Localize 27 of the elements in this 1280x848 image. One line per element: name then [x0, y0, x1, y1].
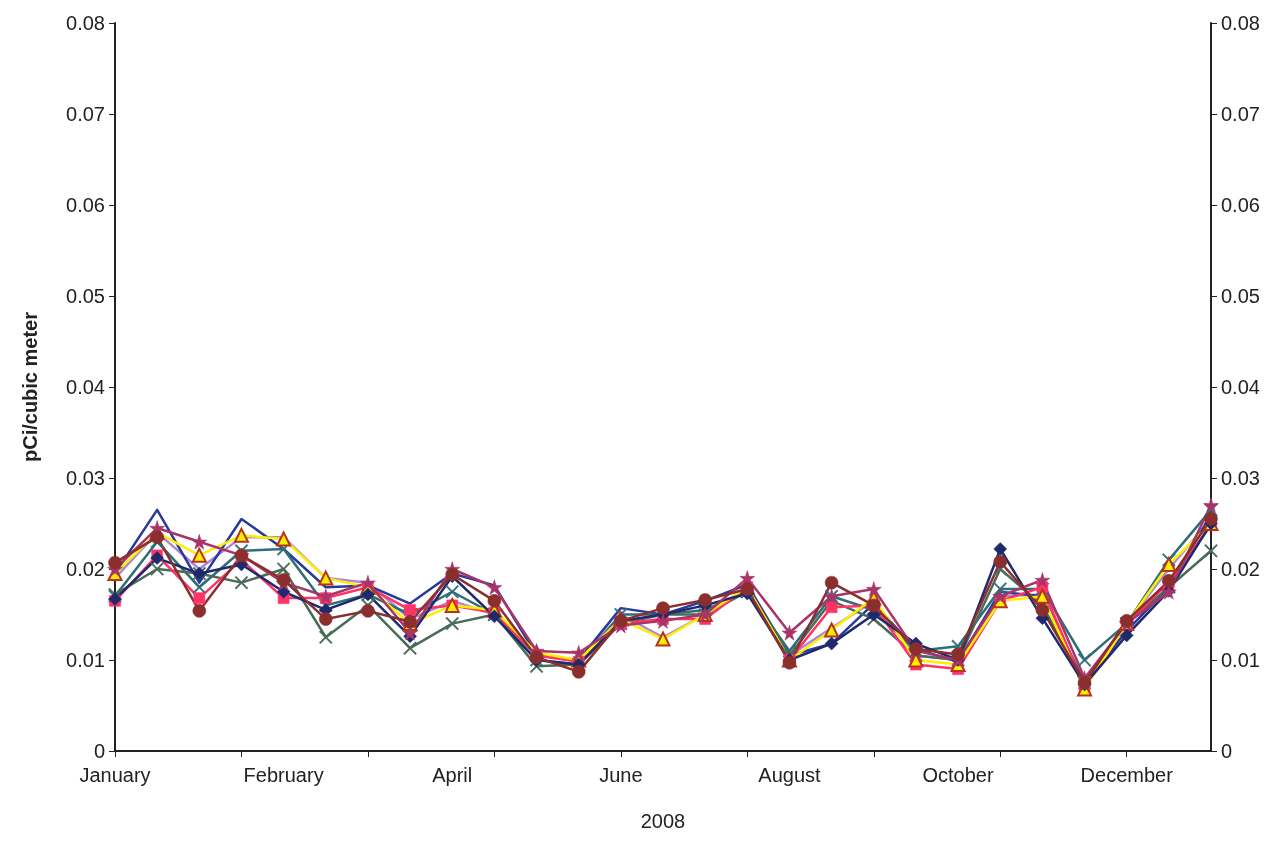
- y-tick-label: 0.04: [66, 376, 105, 398]
- x-tick-label: October: [922, 764, 994, 786]
- y-tick-label: 0.07: [66, 103, 105, 125]
- y-tick-label: 0.08: [66, 12, 105, 34]
- y2-tick-label: 0.03: [1221, 467, 1260, 489]
- x-tick-label: January: [79, 764, 151, 786]
- y2-tick-label: 0.01: [1221, 649, 1260, 671]
- x-tick-label: December: [1080, 764, 1174, 786]
- x-tick-label: August: [758, 764, 822, 786]
- y2-tick-label: 0.02: [1221, 558, 1260, 580]
- x-axis-title: 2008: [640, 810, 686, 832]
- y-tick-label: 0.06: [66, 194, 105, 216]
- y2-tick-label: 0.06: [1221, 194, 1260, 216]
- x-tick-label: April: [432, 764, 473, 786]
- x-tick-label: June: [599, 764, 643, 786]
- y2-tick-label: 0.05: [1221, 285, 1260, 307]
- y-axis-title: pCi/cubic meter: [19, 311, 41, 463]
- y-tick-label: 0.02: [66, 558, 105, 580]
- y-tick-label: 0: [93, 740, 105, 762]
- y-tick-label: 0.05: [66, 285, 105, 307]
- y-tick-label: 0.01: [66, 649, 105, 671]
- y2-tick-label: 0.07: [1221, 103, 1260, 125]
- y-tick-label: 0.03: [66, 467, 105, 489]
- x-tick-label: February: [243, 764, 324, 786]
- y2-tick-label: 0.04: [1221, 376, 1260, 398]
- y2-tick-label: 0.08: [1221, 12, 1260, 34]
- y2-tick-label: 0: [1221, 740, 1233, 762]
